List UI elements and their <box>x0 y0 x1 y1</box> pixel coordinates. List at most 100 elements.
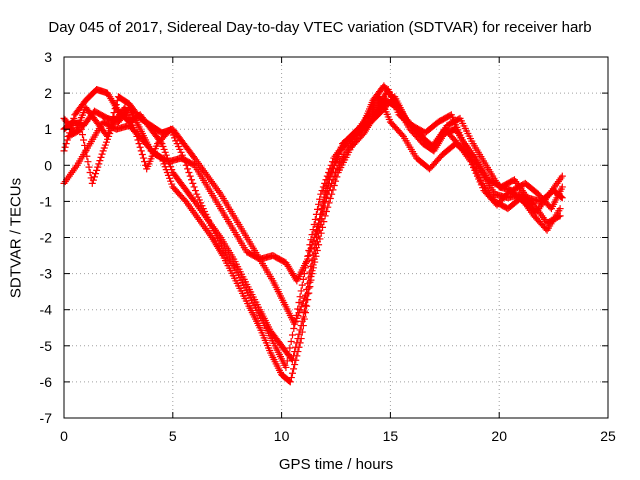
data-point <box>190 183 198 191</box>
data-point <box>306 241 314 249</box>
data-point <box>81 141 89 149</box>
data-point <box>282 363 290 371</box>
data-point <box>295 298 303 306</box>
data-point <box>134 136 142 144</box>
data-point <box>286 378 294 386</box>
data-point <box>294 305 302 313</box>
data-point <box>556 205 564 213</box>
data-point <box>307 236 315 244</box>
data-point <box>76 126 84 134</box>
data-point <box>322 208 330 216</box>
data-point <box>293 339 301 347</box>
data-point <box>287 374 295 382</box>
data-point <box>297 287 305 295</box>
y-tick-label: -5 <box>40 338 53 354</box>
data-point <box>184 165 192 173</box>
data-point <box>80 136 88 144</box>
data-point <box>290 365 298 373</box>
data-point <box>285 350 293 358</box>
data-series <box>60 82 566 386</box>
data-point <box>326 165 334 173</box>
data-point <box>302 309 310 317</box>
x-tick-label: 10 <box>274 428 290 444</box>
data-point <box>311 215 319 223</box>
y-tick-label: 2 <box>44 85 52 101</box>
data-point <box>111 105 119 113</box>
data-point <box>307 262 315 270</box>
x-tick-label: 15 <box>383 428 399 444</box>
data-point <box>139 154 147 162</box>
data-point <box>325 169 333 177</box>
data-point <box>283 357 291 365</box>
data-point <box>137 147 145 155</box>
data-point <box>185 169 193 177</box>
data-point <box>83 152 91 160</box>
data-point <box>288 331 296 339</box>
data-point <box>328 179 336 187</box>
data-point <box>308 257 316 265</box>
data-point <box>305 246 313 254</box>
axis-ticks: 0 5 10 15 20 25 -7 -6 -5 -4 -3 -2 -1 0 1 2 3 <box>40 49 616 444</box>
data-point <box>322 176 330 184</box>
data-point <box>191 187 199 195</box>
data-point <box>309 226 317 234</box>
x-tick-label: 0 <box>60 428 68 444</box>
data-point <box>61 143 69 151</box>
data-point <box>322 189 330 197</box>
data-point <box>306 268 314 276</box>
y-tick-label: -7 <box>40 410 53 426</box>
data-point <box>329 158 337 166</box>
data-point <box>306 248 314 256</box>
data-point <box>298 317 306 325</box>
data-point <box>299 275 307 283</box>
y-axis-label: SDTVAR / TECUs <box>7 177 25 299</box>
data-point <box>323 184 331 192</box>
data-point <box>324 180 332 188</box>
data-point <box>319 202 327 210</box>
data-point <box>95 160 103 168</box>
y-tick-label: 3 <box>44 49 52 65</box>
data-point <box>320 197 328 205</box>
data-point <box>84 158 92 166</box>
data-point <box>310 245 318 253</box>
data-point <box>311 230 319 238</box>
data-point <box>188 176 196 184</box>
y-tick-label: -1 <box>40 193 53 209</box>
data-point <box>295 330 303 338</box>
data-point <box>69 118 77 126</box>
data-point <box>136 143 144 151</box>
y-tick-label: 1 <box>44 121 52 137</box>
data-point <box>135 140 143 148</box>
data-point <box>557 193 565 201</box>
y-tick-label: 0 <box>44 157 52 173</box>
data-point <box>303 302 311 310</box>
data-point <box>78 131 86 139</box>
data-point <box>77 125 85 133</box>
data-point <box>63 136 71 144</box>
data-point <box>558 183 566 191</box>
data-point <box>310 221 318 229</box>
y-tick-label: -3 <box>40 266 53 282</box>
data-point <box>292 343 300 351</box>
data-point <box>319 183 327 191</box>
data-point <box>326 195 334 203</box>
data-point <box>181 158 189 166</box>
x-axis-label: GPS time / hours <box>278 456 394 473</box>
data-point <box>302 301 310 309</box>
data-point <box>300 307 308 315</box>
data-point <box>302 291 310 299</box>
data-point <box>138 150 146 158</box>
data-point <box>304 252 312 260</box>
data-point <box>299 313 307 321</box>
data-point <box>296 326 304 334</box>
data-point <box>112 101 120 109</box>
data-point <box>308 231 316 239</box>
data-point <box>296 293 304 301</box>
data-point <box>558 194 566 202</box>
data-point <box>94 163 102 171</box>
data-point <box>86 169 94 177</box>
data-point <box>85 163 93 171</box>
data-point <box>298 281 306 289</box>
y-tick-label: -6 <box>40 374 53 390</box>
